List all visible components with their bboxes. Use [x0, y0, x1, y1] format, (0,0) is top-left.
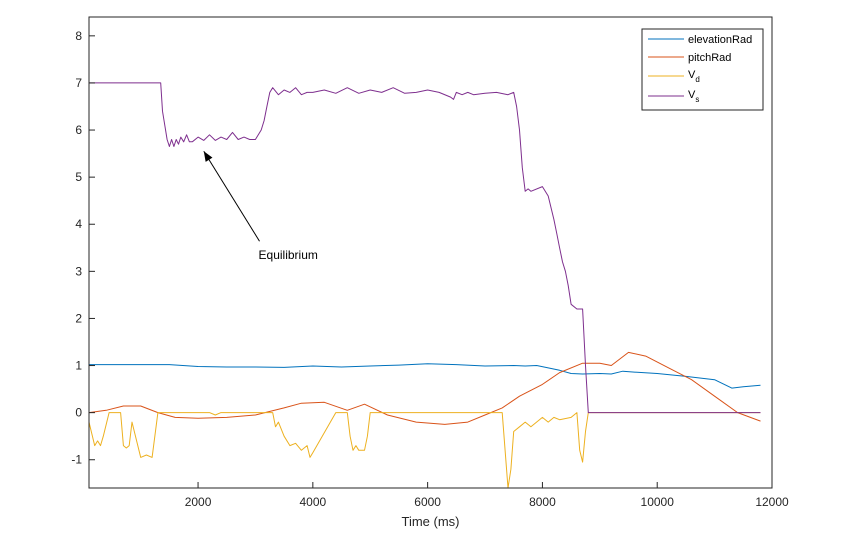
series-layer — [88, 82, 761, 489]
series-line-v-d — [88, 412, 761, 489]
x-tick-label: 4000 — [299, 495, 326, 509]
legend-entry-vs: Vs — [648, 89, 699, 104]
x-tick-label: 10000 — [641, 495, 675, 509]
legend-entry-vd: Vd — [648, 69, 700, 84]
annotation-text: Equilibrium — [259, 248, 318, 262]
legend-label: Vs — [688, 89, 699, 104]
legend-label: elevationRad — [688, 34, 752, 46]
annotation-arrow-head — [203, 151, 213, 162]
y-tick-label: 8 — [75, 29, 82, 43]
y-tick-label: 5 — [75, 170, 82, 184]
y-tick-label: 1 — [75, 359, 82, 373]
legend-label: Vd — [688, 69, 700, 84]
axes-box — [88, 16, 773, 489]
y-tick-label: -1 — [71, 453, 82, 467]
x-tick-label: 12000 — [755, 495, 789, 509]
legend: elevationRad pitchRad Vd Vs — [641, 28, 764, 111]
y-tick-label: 7 — [75, 76, 82, 90]
legend-label: pitchRad — [688, 52, 731, 64]
annotation-arrow — [203, 150, 260, 242]
series-line-pitchrad — [88, 351, 761, 425]
x-axis-label: Time (ms) — [401, 514, 459, 529]
x-tick-label: 2000 — [185, 495, 212, 509]
y-tick-label: 2 — [75, 311, 82, 325]
y-tick-label: 0 — [75, 406, 82, 420]
series-line-v-s — [89, 82, 761, 414]
y-tick-label: 3 — [75, 264, 82, 278]
legend-entry-elevationrad: elevationRad — [648, 34, 752, 46]
tick-layer: 2000 4000 6000 8000 10000 12000 -1 0 1 2 3 4 5 6 7 8 — [71, 29, 789, 509]
y-tick-label: 4 — [75, 217, 82, 231]
x-tick-label: 8000 — [529, 495, 556, 509]
legend-entry-pitchrad: pitchRad — [648, 52, 731, 64]
annotation-layer: Equilibrium — [203, 150, 318, 262]
series-line-elevationrad — [89, 363, 761, 389]
y-tick-label: 6 — [75, 123, 82, 137]
x-tick-label: 6000 — [414, 495, 441, 509]
